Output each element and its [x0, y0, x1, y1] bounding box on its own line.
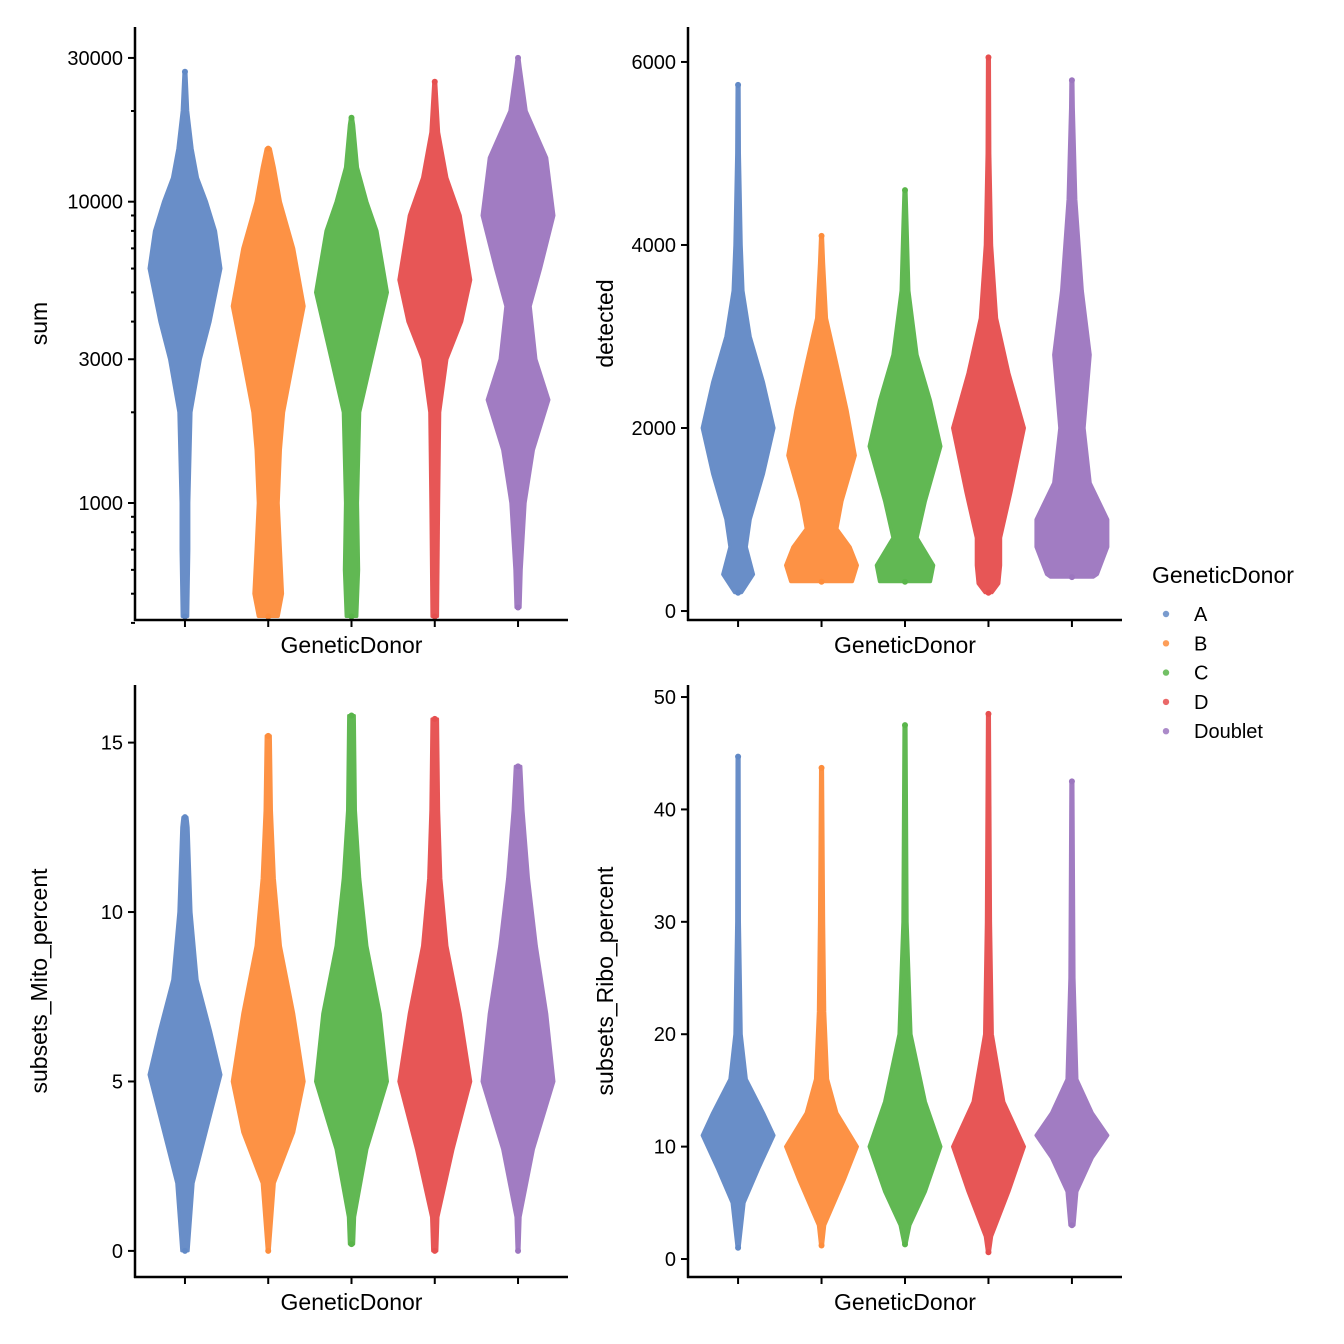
min-point-doublet [515, 1247, 522, 1254]
max-point-c [348, 114, 355, 121]
y-tick-label: 0 [665, 601, 676, 623]
panel-subsets-ribo-percent: 0 10 20 30 40 50 GeneticDonor subsets_Ribo_perc… [592, 685, 1122, 1315]
y-tick-label: 20 [654, 1024, 676, 1046]
max-point-a [181, 68, 188, 75]
y-tick-label: 0 [112, 1241, 123, 1263]
legend-label: A [1194, 604, 1208, 626]
x-axis-title: GeneticDonor [281, 632, 423, 658]
y-tick-label: 5 [112, 1071, 123, 1093]
y-tick-label: 10000 [67, 192, 123, 214]
min-point-a [735, 1244, 742, 1251]
legend-label: D [1194, 692, 1208, 714]
min-point-doublet [1068, 574, 1075, 581]
y-tick-label: 6000 [632, 52, 677, 74]
min-point-a [181, 613, 188, 620]
max-point-a [735, 81, 742, 88]
min-point-d [985, 1249, 992, 1256]
y-tick-label: 1000 [79, 493, 124, 515]
max-point-a [735, 753, 742, 760]
max-point-d [431, 78, 438, 85]
x-axis-title: GeneticDonor [281, 1289, 423, 1315]
legend-item-a: A [1162, 604, 1208, 626]
max-point-c [902, 187, 908, 194]
max-point-b [818, 764, 825, 771]
panel-sum: 1000 3000 10000 30000 GeneticDonor sum [26, 27, 568, 658]
min-point-d [431, 613, 438, 620]
x-axis-title: GeneticDonor [834, 632, 976, 658]
legend-item-c: C [1162, 663, 1208, 685]
y-tick-label: 30 [654, 912, 676, 934]
max-point-doublet [515, 54, 522, 61]
legend-key-dot [1162, 669, 1170, 676]
max-point-c [348, 712, 355, 719]
min-point-c [348, 1241, 355, 1248]
min-point-c [902, 578, 908, 585]
x-axis-title: GeneticDonor [834, 1289, 976, 1315]
min-point-b [818, 1242, 825, 1249]
max-point-b [265, 145, 272, 152]
max-point-d [985, 710, 992, 717]
y-axis-title: subsets_Ribo_percent [592, 866, 618, 1095]
max-point-d [431, 715, 438, 722]
y-tick-label: 4000 [632, 235, 677, 257]
legend-item-b: B [1162, 633, 1207, 655]
panel-subsets-mito-percent: 0 5 10 15 GeneticDonor subsets_Mito_percent [26, 685, 568, 1315]
legend-key-dot [1162, 640, 1170, 647]
min-point-b [265, 1247, 272, 1254]
legend-label: Doublet [1194, 721, 1263, 743]
max-point-a [181, 814, 188, 821]
min-point-doublet [515, 604, 522, 611]
min-point-c [902, 1241, 908, 1248]
y-axis-title: detected [592, 279, 618, 367]
y-tick-label: 2000 [632, 418, 677, 440]
y-tick-label: 10 [654, 1137, 676, 1159]
legend-item-doublet: Doublet [1162, 721, 1263, 743]
y-tick-label: 3000 [79, 349, 124, 371]
y-tick-label: 30000 [67, 48, 123, 70]
legend-item-d: D [1162, 692, 1208, 714]
max-point-doublet [1068, 77, 1075, 84]
legend-label: B [1194, 633, 1207, 655]
min-point-d [985, 589, 992, 596]
min-point-c [348, 613, 355, 620]
max-point-b [265, 732, 272, 739]
max-point-c [902, 722, 908, 729]
y-tick-label: 0 [665, 1249, 676, 1271]
y-axis-title: subsets_Mito_percent [26, 868, 52, 1094]
min-point-a [181, 1247, 188, 1254]
max-point-doublet [515, 763, 522, 770]
legend-key-dot [1162, 698, 1170, 706]
min-point-b [818, 578, 825, 585]
panel-detected: 0 2000 4000 6000 GeneticDonor detected [592, 27, 1122, 658]
y-axis-title: sum [26, 302, 52, 345]
min-point-b [265, 613, 272, 620]
legend-label: C [1194, 663, 1208, 685]
legend-key-dot [1162, 610, 1170, 618]
min-point-a [735, 589, 742, 596]
legend-key-dot [1162, 728, 1170, 735]
legend-title: GeneticDonor [1152, 562, 1294, 588]
max-point-doublet [1068, 778, 1075, 785]
y-tick-label: 40 [654, 799, 676, 821]
min-point-doublet [1068, 1222, 1075, 1229]
y-tick-label: 15 [101, 733, 123, 755]
max-point-b [818, 232, 825, 239]
y-tick-label: 10 [101, 902, 123, 924]
min-point-d [431, 1247, 438, 1254]
y-tick-label: 50 [654, 687, 676, 709]
max-point-d [985, 54, 992, 61]
